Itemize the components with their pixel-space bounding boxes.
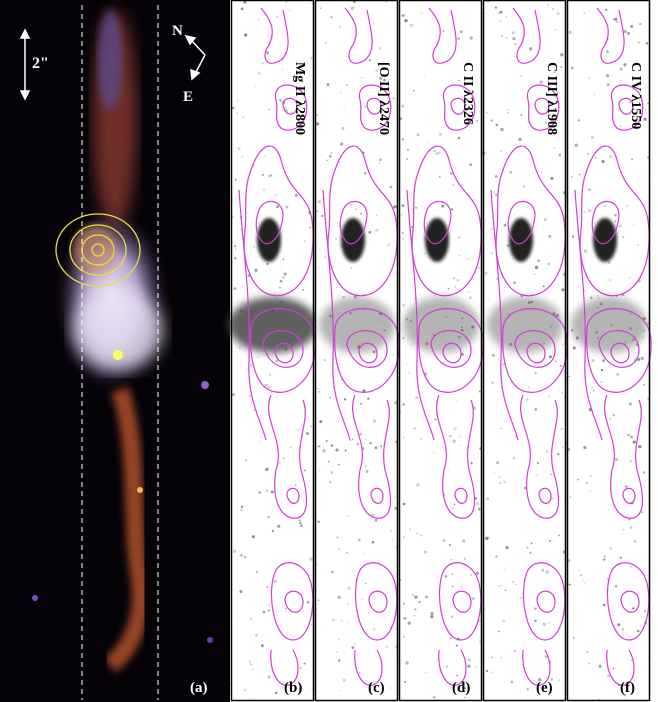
scale-label: 2" [32,55,49,72]
compass-east: E [183,89,193,105]
spectral-panel: C II λ2326 (d) [399,0,483,701]
emission [571,297,647,353]
compass-north: N [172,23,183,39]
emission [319,297,395,353]
figure: 2" N E (a) Mg II λ2800 (b) [O II] λ2470 (c)… [0,0,658,702]
emission [403,297,479,353]
line-label: C III] λ1908 [544,62,559,135]
panel-label: (c) [368,680,385,696]
emission [487,297,563,353]
spectral-panel: Mg II λ2800 (b) [228,0,318,701]
panel-label: (d) [452,680,470,696]
panel-label: (e) [536,680,553,696]
line-label: C IV λ1550 [628,62,643,129]
line-label: [O II] λ2470 [376,62,391,135]
spectral-panel: [O II] λ2470 (c) [314,0,399,701]
panel-label: (a) [190,680,208,696]
spectral-panel: C III] λ1908 (e) [482,0,567,701]
emission [228,297,318,353]
panel-label: (f) [620,680,635,696]
spectral-panel: C IV λ1550 (f) [567,0,652,701]
line-label: C II λ2326 [460,62,475,125]
line-label: Mg II λ2800 [292,62,307,135]
panel-label: (b) [284,680,302,696]
